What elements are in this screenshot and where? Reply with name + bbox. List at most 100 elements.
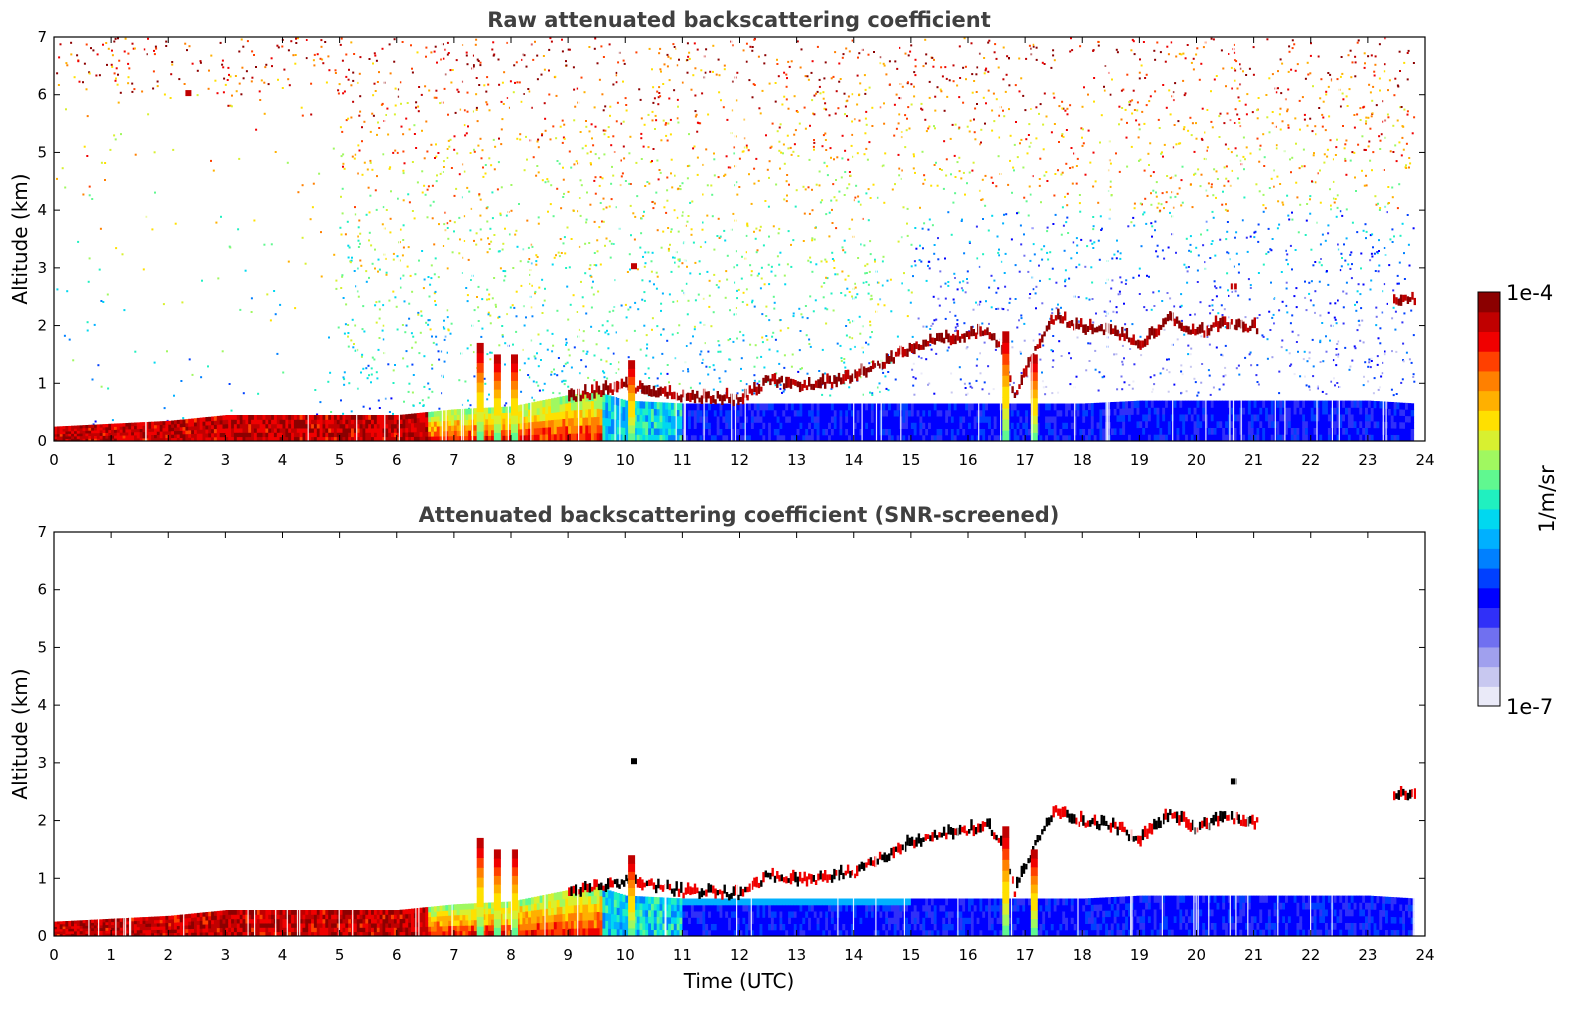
aerosol-cell <box>356 419 361 425</box>
noise-point <box>1248 353 1251 356</box>
noise-point <box>1394 144 1397 147</box>
aerosol-cell <box>96 427 101 431</box>
noise-point <box>1113 353 1116 356</box>
noise-point <box>229 75 232 78</box>
noise-point <box>1380 375 1383 378</box>
noise-point <box>866 263 869 266</box>
noise-point <box>392 369 395 372</box>
noise-point <box>840 360 843 362</box>
aerosol-cell <box>148 434 152 439</box>
aerosol-cell <box>308 415 312 420</box>
aerosol-cell <box>222 432 226 438</box>
noise-point <box>238 50 241 53</box>
noise-point <box>1305 219 1308 222</box>
noise-point <box>1018 57 1021 60</box>
noise-point <box>1069 383 1072 386</box>
aerosol-cell <box>171 430 175 435</box>
noise-point <box>870 297 873 300</box>
noise-point <box>1312 365 1315 368</box>
noise-point <box>814 299 817 302</box>
aerosol-cell <box>339 436 343 441</box>
noise-point <box>1372 246 1374 249</box>
noise-point <box>659 95 662 98</box>
aerosol-cell <box>399 427 403 433</box>
noise-point <box>1379 148 1382 150</box>
aerosol-cell <box>345 423 349 429</box>
noise-point <box>893 103 896 106</box>
noise-point <box>1002 222 1005 225</box>
noise-point <box>1340 56 1343 58</box>
noise-point <box>1210 37 1213 40</box>
aerosol-cell <box>379 415 383 420</box>
noise-point <box>237 228 240 231</box>
noise-point <box>1202 46 1205 49</box>
aerosol-cell <box>425 421 429 428</box>
noise-point <box>479 214 482 217</box>
noise-point <box>781 391 783 394</box>
noise-point <box>504 270 507 273</box>
aerosol-cell <box>239 423 244 429</box>
noise-point <box>447 113 449 116</box>
noise-point <box>446 316 449 319</box>
noise-point <box>333 253 336 256</box>
noise-point <box>1312 264 1315 267</box>
aerosol-cell <box>171 437 175 441</box>
noise-point <box>706 214 709 217</box>
noise-point <box>402 199 405 202</box>
noise-point <box>1047 258 1050 261</box>
noise-point <box>1238 263 1240 266</box>
noise-point <box>1387 116 1390 119</box>
noise-point <box>1265 252 1268 255</box>
noise-point <box>931 56 934 59</box>
noise-point <box>958 281 961 284</box>
noise-point <box>620 304 623 307</box>
aerosol-cell <box>208 428 212 434</box>
noise-point <box>615 74 618 77</box>
noise-point <box>1131 112 1134 115</box>
noise-point <box>651 160 653 163</box>
noise-point <box>623 157 626 160</box>
noise-point <box>242 45 245 48</box>
aerosol-cell <box>391 436 395 441</box>
noise-point <box>1357 320 1360 322</box>
noise-point <box>1234 290 1237 293</box>
noise-point <box>773 301 776 304</box>
noise-point <box>1364 62 1366 65</box>
noise-point <box>1160 152 1163 155</box>
noise-point <box>808 158 811 161</box>
noise-point <box>359 110 362 113</box>
noise-point <box>240 93 243 96</box>
aerosol-cell <box>216 436 221 441</box>
noise-point <box>1064 195 1066 198</box>
noise-point <box>910 243 913 246</box>
noise-point <box>713 174 716 177</box>
noise-point <box>1062 107 1065 110</box>
noise-point <box>363 120 366 123</box>
aerosol-cell <box>402 436 406 441</box>
noise-point <box>919 244 921 247</box>
noise-point <box>465 51 468 54</box>
noise-point <box>1258 190 1261 193</box>
noise-point <box>1281 300 1284 303</box>
noise-point <box>686 313 689 316</box>
noise-point <box>776 58 778 61</box>
noise-point <box>558 162 561 165</box>
noise-point <box>506 41 509 44</box>
noise-point <box>384 257 387 260</box>
noise-point <box>1282 203 1285 206</box>
noise-point <box>1028 297 1031 300</box>
noise-point <box>1193 150 1196 153</box>
noise-point <box>1378 209 1381 211</box>
noise-point <box>396 255 399 258</box>
noise-point <box>1138 77 1141 80</box>
noise-point <box>341 212 344 215</box>
noise-point <box>959 378 962 381</box>
noise-point <box>787 327 790 330</box>
aerosol-cell <box>391 415 395 420</box>
noise-point <box>1402 359 1404 362</box>
noise-point <box>937 258 940 261</box>
aerosol-cell <box>54 429 58 432</box>
aerosol-cell <box>316 436 321 441</box>
aerosol-cell <box>82 427 86 431</box>
